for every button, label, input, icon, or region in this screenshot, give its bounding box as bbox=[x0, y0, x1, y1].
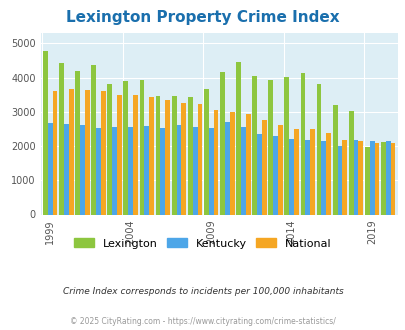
Bar bbox=[197, 104, 202, 214]
Bar bbox=[252, 77, 256, 215]
Bar bbox=[241, 127, 245, 214]
Bar bbox=[165, 100, 170, 214]
Bar bbox=[171, 96, 176, 214]
Bar bbox=[117, 95, 121, 214]
Bar bbox=[385, 141, 390, 214]
Bar bbox=[59, 63, 64, 214]
Bar bbox=[277, 125, 282, 214]
Bar bbox=[68, 89, 73, 214]
Bar bbox=[53, 91, 58, 214]
Bar bbox=[390, 143, 394, 214]
Bar bbox=[133, 95, 138, 214]
Bar bbox=[101, 91, 106, 214]
Bar bbox=[64, 124, 68, 214]
Bar bbox=[203, 89, 208, 214]
Text: Lexington Property Crime Index: Lexington Property Crime Index bbox=[66, 10, 339, 25]
Bar bbox=[309, 129, 314, 214]
Bar bbox=[85, 89, 90, 214]
Bar bbox=[176, 125, 181, 214]
Bar bbox=[321, 141, 326, 214]
Bar bbox=[364, 147, 369, 214]
Bar bbox=[155, 96, 160, 214]
Bar bbox=[220, 72, 224, 214]
Text: Crime Index corresponds to incidents per 100,000 inhabitants: Crime Index corresponds to incidents per… bbox=[62, 287, 343, 296]
Bar bbox=[229, 113, 234, 214]
Bar bbox=[341, 140, 346, 214]
Bar bbox=[91, 65, 96, 214]
Bar bbox=[337, 146, 341, 214]
Bar bbox=[107, 84, 112, 214]
Bar bbox=[316, 84, 321, 214]
Bar bbox=[188, 97, 192, 214]
Bar bbox=[380, 142, 385, 214]
Bar bbox=[139, 80, 144, 214]
Bar bbox=[160, 127, 165, 214]
Text: © 2025 CityRating.com - https://www.cityrating.com/crime-statistics/: © 2025 CityRating.com - https://www.city… bbox=[70, 317, 335, 326]
Bar bbox=[144, 126, 149, 214]
Bar bbox=[128, 127, 133, 214]
Bar bbox=[75, 71, 80, 215]
Bar bbox=[300, 73, 305, 214]
Bar bbox=[273, 136, 277, 214]
Bar bbox=[236, 62, 241, 214]
Bar bbox=[369, 141, 374, 214]
Bar bbox=[123, 81, 128, 214]
Bar bbox=[358, 141, 362, 214]
Legend: Lexington, Kentucky, National: Lexington, Kentucky, National bbox=[74, 238, 331, 248]
Bar bbox=[261, 120, 266, 214]
Bar bbox=[224, 122, 229, 214]
Bar bbox=[112, 127, 117, 214]
Bar bbox=[348, 111, 353, 214]
Bar bbox=[256, 134, 261, 214]
Bar bbox=[149, 97, 153, 214]
Bar bbox=[48, 123, 53, 214]
Bar bbox=[305, 140, 309, 214]
Bar bbox=[43, 51, 48, 214]
Bar bbox=[268, 80, 273, 214]
Bar bbox=[293, 129, 298, 214]
Bar bbox=[96, 128, 101, 214]
Bar bbox=[288, 139, 293, 214]
Bar bbox=[181, 103, 186, 214]
Bar bbox=[332, 105, 337, 214]
Bar bbox=[213, 110, 218, 214]
Bar bbox=[80, 125, 85, 214]
Bar bbox=[192, 127, 197, 214]
Bar bbox=[245, 114, 250, 214]
Bar bbox=[374, 143, 378, 214]
Bar bbox=[326, 133, 330, 214]
Bar bbox=[353, 140, 358, 214]
Bar bbox=[284, 77, 288, 214]
Bar bbox=[208, 127, 213, 214]
